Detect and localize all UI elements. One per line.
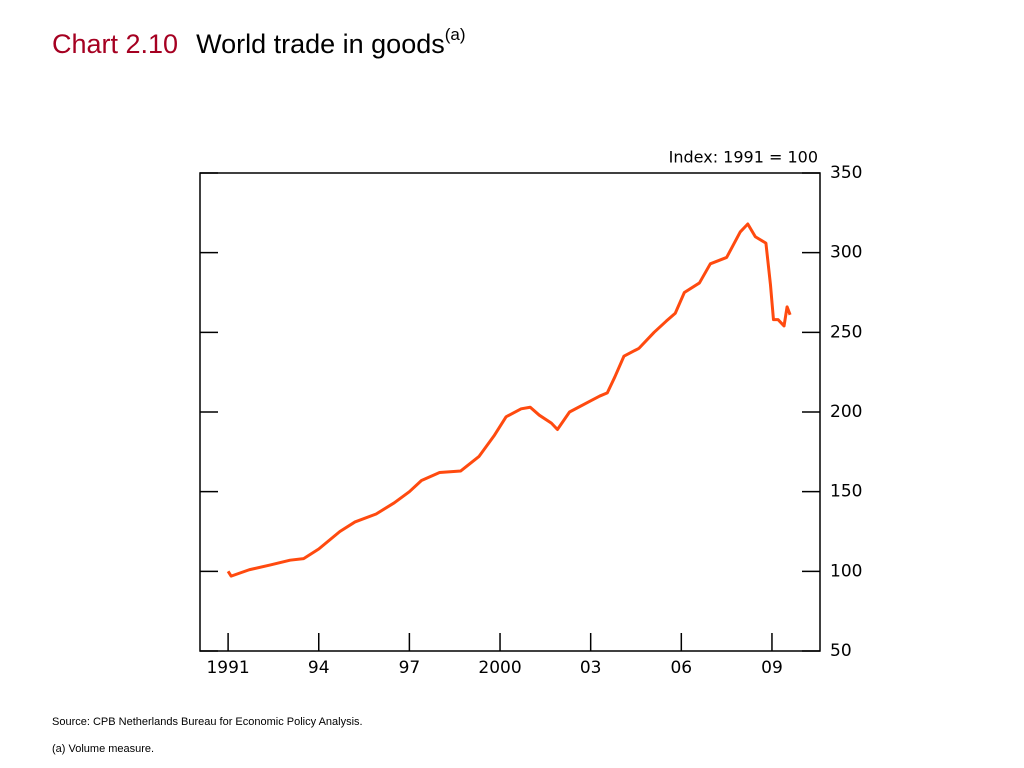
x-tick-label: 97	[399, 658, 421, 678]
y-tick-label: 250	[830, 322, 862, 342]
plot-frame	[199, 172, 821, 652]
source: Source: CPB Netherlands Bureau for Econo…	[52, 716, 363, 728]
x-tick-label: 09	[761, 658, 783, 678]
x-tick-label: 06	[670, 658, 692, 678]
x-tick-label: 03	[580, 658, 602, 678]
data-line	[226, 222, 792, 578]
y-tick-label: 50	[830, 641, 852, 661]
y-tick-label: 100	[830, 561, 862, 581]
title-note: (a)	[445, 25, 466, 44]
chart-number: Chart 2.10	[52, 29, 178, 59]
y-tick-label: 350	[830, 163, 862, 183]
x-tick-label: 2000	[478, 658, 521, 678]
y-tick-label: 200	[830, 402, 862, 422]
y-tick-label: 150	[830, 482, 862, 502]
y-tick-label: 300	[830, 243, 862, 263]
title-text: World trade in goods	[196, 29, 445, 59]
x-tick-label: 1991	[206, 658, 249, 678]
footnote: (a) Volume measure.	[52, 743, 154, 755]
x-tick-label: 94	[308, 658, 330, 678]
annotation: Index: 1991 = 100	[669, 148, 818, 167]
chart-title: Chart 2.10 World trade in goods(a)	[52, 25, 466, 59]
